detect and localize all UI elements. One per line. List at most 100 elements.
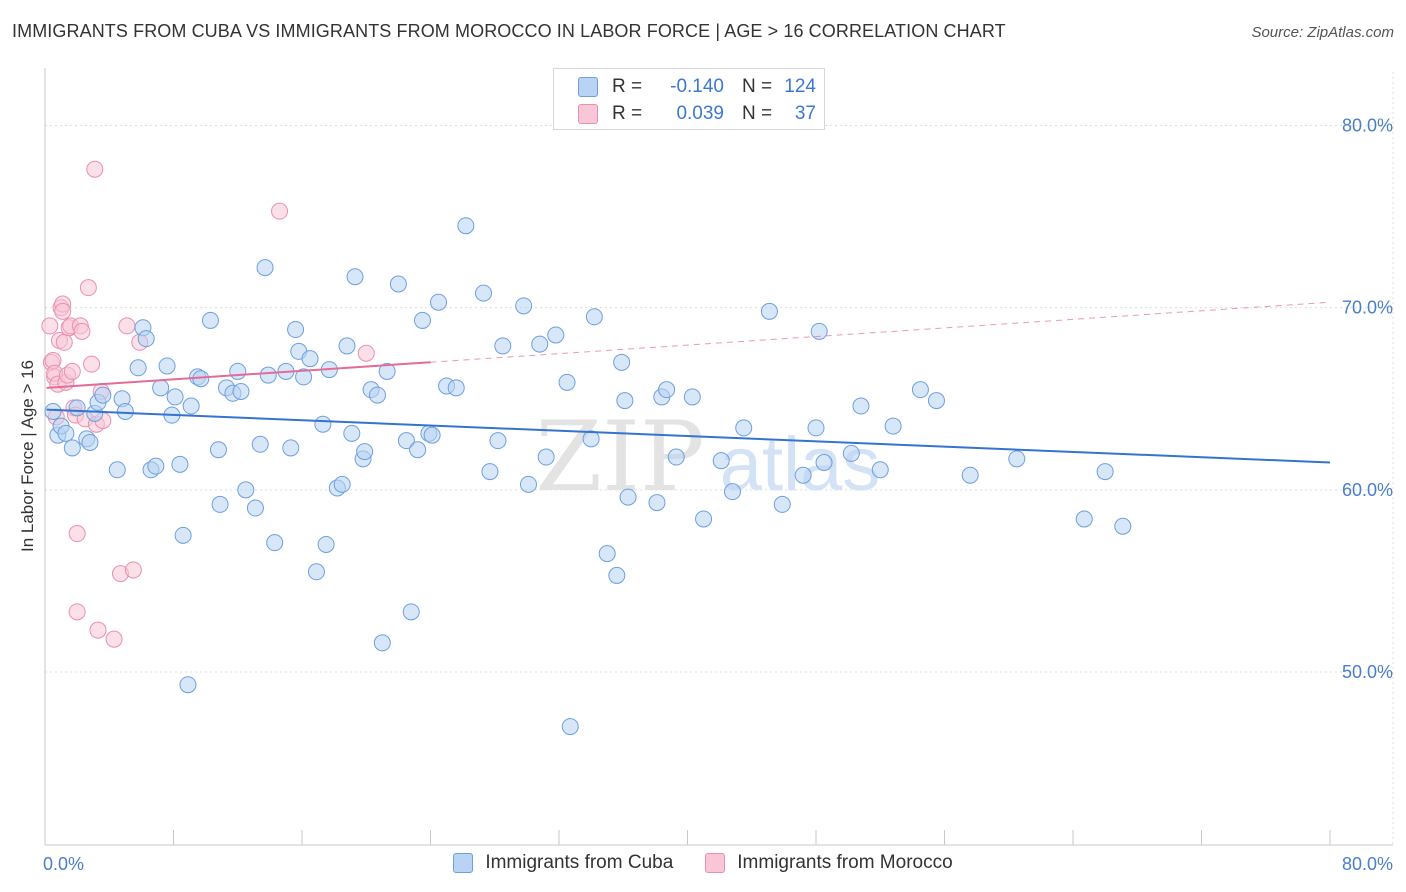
data-point-cuba: [317, 535, 335, 553]
data-point-cuba: [137, 330, 155, 348]
data-point-cuba: [182, 397, 200, 415]
data-point-cuba: [209, 441, 227, 459]
data-point-morocco: [55, 333, 73, 351]
legend-r-label: R =: [612, 76, 643, 97]
data-point-cuba: [794, 466, 812, 484]
data-point-cuba: [683, 388, 701, 406]
legend-label-morocco: Immigrants from Morocco: [737, 852, 953, 873]
data-point-morocco: [63, 362, 81, 380]
data-point-cuba: [147, 457, 165, 475]
data-point-cuba: [295, 368, 313, 386]
data-point-cuba: [961, 466, 979, 484]
data-point-cuba: [582, 430, 600, 448]
data-point-cuba: [695, 510, 713, 528]
data-point-morocco: [73, 322, 91, 340]
data-point-cuba: [810, 322, 828, 340]
data-point-cuba: [346, 268, 364, 286]
y-tick-label: 70.0%: [1342, 298, 1393, 318]
y-axis-label: In Labor Force | Age > 16: [18, 359, 37, 553]
data-point-cuba: [667, 448, 685, 466]
data-point-cuba: [343, 424, 361, 442]
trend-line-morocco: [46, 361, 431, 389]
legend-item-cuba: Immigrants from Cuba: [453, 852, 673, 874]
y-tick-label: 60.0%: [1342, 480, 1393, 500]
watermark-atlas: atlas: [720, 422, 881, 507]
legend-label-cuba: Immigrants from Cuba: [485, 852, 674, 873]
data-point-cuba: [256, 259, 274, 277]
x-tick-label: 0.0%: [43, 854, 84, 874]
data-point-cuba: [378, 362, 396, 380]
data-point-cuba: [63, 439, 81, 457]
data-point-morocco: [357, 344, 375, 362]
data-point-cuba: [1096, 463, 1114, 481]
series-cuba-points: [44, 217, 1132, 736]
data-point-cuba: [547, 326, 565, 344]
data-point-cuba: [842, 444, 860, 462]
legend-swatch-morocco: [578, 104, 598, 124]
data-point-cuba: [373, 634, 391, 652]
legend-swatch-cuba: [453, 853, 474, 873]
data-point-morocco: [86, 160, 104, 178]
data-point-cuba: [852, 397, 870, 415]
data-point-cuba: [68, 399, 86, 417]
data-point-cuba: [166, 388, 184, 406]
data-point-cuba: [723, 483, 741, 501]
data-point-cuba: [171, 455, 189, 473]
legend-n-label: N =: [742, 103, 773, 124]
data-point-cuba: [232, 382, 250, 400]
data-point-cuba: [613, 353, 631, 371]
data-point-cuba: [447, 379, 465, 397]
data-point-morocco: [79, 279, 97, 297]
data-point-cuba: [608, 566, 626, 584]
data-point-cuba: [413, 311, 431, 329]
data-point-morocco: [124, 561, 142, 579]
y-tick-label: 80.0%: [1342, 116, 1393, 136]
data-point-cuba: [519, 475, 537, 493]
data-point-cuba: [773, 495, 791, 513]
data-point-cuba: [760, 302, 778, 320]
series-legend: Immigrants from Cuba Immigrants from Mor…: [0, 852, 1406, 874]
data-point-cuba: [537, 448, 555, 466]
data-point-cuba: [911, 381, 929, 399]
data-point-morocco: [68, 525, 86, 543]
data-point-cuba: [598, 545, 616, 563]
data-point-cuba: [368, 386, 386, 404]
data-point-cuba: [251, 435, 269, 453]
axis-layer: [44, 68, 1393, 846]
y-tick-label: 50.0%: [1342, 662, 1393, 682]
data-point-morocco: [83, 355, 101, 373]
grid-layer: [45, 72, 1394, 845]
legend-r-label: R =: [612, 103, 643, 124]
data-point-cuba: [158, 357, 176, 375]
trend-line-cuba: [46, 408, 1331, 464]
legend-swatch-morocco: [705, 853, 726, 873]
data-point-cuba: [94, 386, 112, 404]
data-point-cuba: [397, 432, 415, 450]
data-point-cuba: [815, 454, 833, 471]
data-point-cuba: [333, 475, 351, 493]
data-point-cuba: [658, 381, 676, 399]
source-label: Source: ZipAtlas.com: [1251, 24, 1394, 41]
data-point-cuba: [423, 426, 441, 444]
legend-n-label: N =: [742, 76, 773, 97]
data-point-cuba: [489, 432, 507, 450]
data-point-cuba: [201, 311, 219, 329]
data-point-cuba: [927, 392, 945, 410]
data-point-cuba: [174, 526, 192, 544]
data-point-cuba: [314, 415, 332, 433]
data-point-cuba: [619, 488, 637, 506]
data-point-cuba: [287, 321, 305, 339]
chart-title: IMMIGRANTS FROM CUBA VS IMMIGRANTS FROM …: [12, 21, 1006, 41]
data-point-cuba: [338, 337, 356, 355]
data-point-cuba: [179, 676, 197, 694]
data-point-cuba: [44, 403, 62, 420]
data-point-cuba: [81, 433, 99, 451]
data-point-cuba: [389, 275, 407, 293]
data-point-cuba: [494, 337, 512, 355]
data-point-cuba: [1114, 517, 1132, 535]
trend-line-morocco-extension: [430, 301, 1331, 363]
legend-n-value: 124: [784, 76, 816, 97]
data-point-cuba: [356, 443, 374, 461]
data-point-cuba: [301, 350, 319, 368]
data-point-cuba: [116, 403, 134, 420]
